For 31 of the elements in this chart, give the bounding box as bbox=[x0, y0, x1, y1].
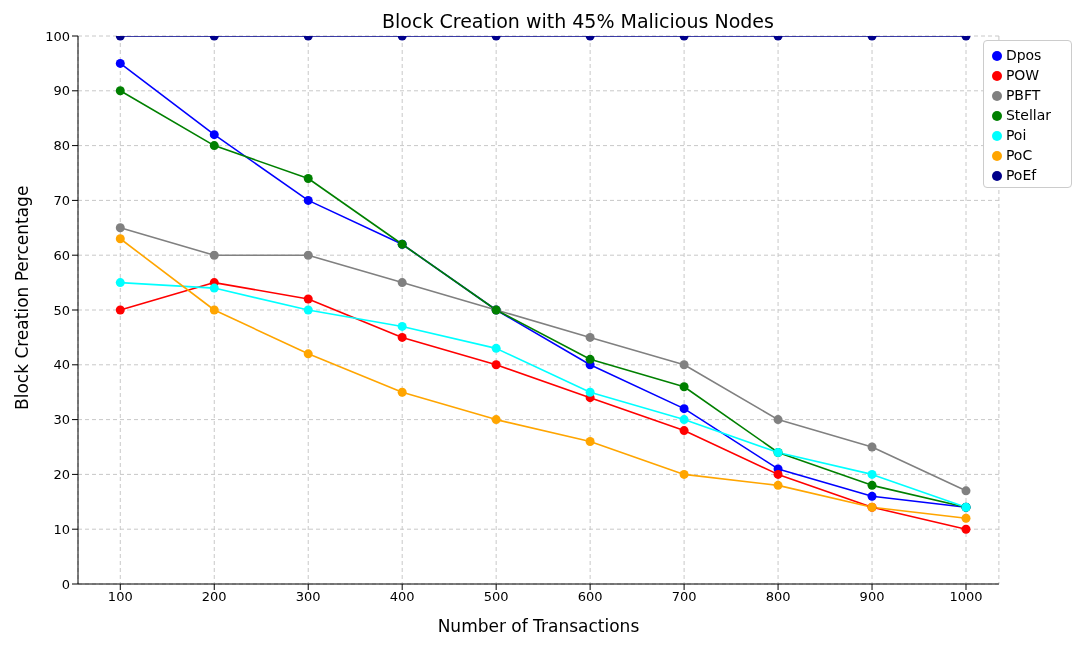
x-tick-label: 600 bbox=[577, 589, 603, 605]
y-tick-label: 80 bbox=[53, 138, 70, 154]
x-tick-label: 500 bbox=[483, 589, 509, 605]
y-tick-label: 60 bbox=[53, 247, 70, 263]
y-tick-label: 20 bbox=[53, 467, 70, 483]
y-tick-label: 50 bbox=[53, 302, 70, 318]
x-tick-label: 900 bbox=[859, 589, 885, 605]
legend-label: Poi bbox=[1005, 127, 1027, 143]
y-tick-label: 30 bbox=[53, 412, 70, 428]
y-tick-label: 100 bbox=[45, 28, 70, 44]
x-tick-label: 800 bbox=[765, 589, 791, 605]
x-tick-label: 300 bbox=[295, 589, 321, 605]
y-tick-label: 90 bbox=[53, 83, 70, 99]
legend-label: PoEf bbox=[1005, 167, 1037, 183]
x-axis-title: Number of Transactions bbox=[437, 616, 640, 636]
x-tick-label: 1000 bbox=[949, 589, 983, 605]
legend-label: Dpos bbox=[1005, 47, 1042, 63]
y-axis-title: Block Creation Percentage bbox=[12, 185, 33, 410]
y-tick-label: 40 bbox=[53, 357, 70, 373]
y-tick-label: 70 bbox=[53, 193, 70, 209]
x-tick-label: 400 bbox=[389, 589, 415, 605]
legend-label: PoC bbox=[1005, 147, 1033, 163]
legend-label: Stellar bbox=[1005, 107, 1051, 123]
x-tick-label: 700 bbox=[671, 589, 697, 605]
legend-label: POW bbox=[1005, 67, 1040, 83]
y-tick-label: 0 bbox=[61, 576, 70, 592]
x-tick-label: 100 bbox=[107, 589, 133, 605]
legend-label: PBFT bbox=[1005, 87, 1041, 103]
x-tick-label: 200 bbox=[201, 589, 227, 605]
y-tick-label: 10 bbox=[53, 521, 70, 537]
chart-title: Block Creation with 45% Malicious Nodes bbox=[381, 10, 775, 32]
